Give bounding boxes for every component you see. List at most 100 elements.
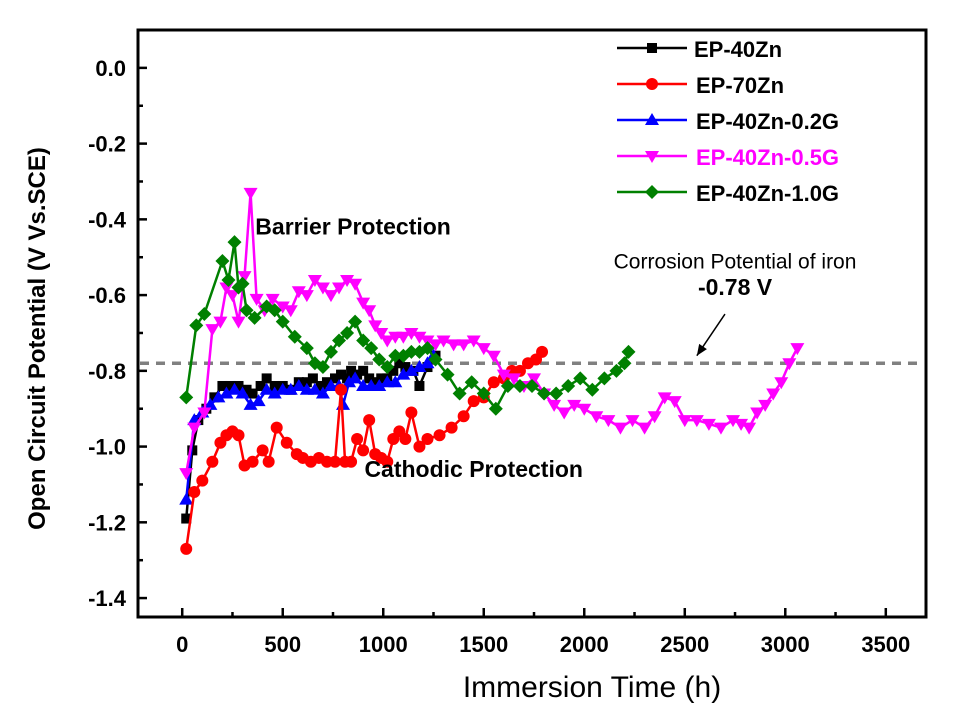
y-tick-label: -0.2 bbox=[88, 132, 126, 157]
data-point bbox=[420, 341, 435, 356]
legend-item: EP-40Zn bbox=[617, 37, 782, 62]
data-point bbox=[657, 392, 672, 405]
data-point bbox=[467, 395, 480, 408]
data-point bbox=[342, 373, 353, 384]
x-tick-label: 3000 bbox=[761, 632, 810, 657]
data-point bbox=[734, 418, 749, 431]
data-point bbox=[413, 440, 426, 453]
data-point bbox=[506, 373, 521, 386]
data-point bbox=[340, 274, 355, 287]
data-point bbox=[372, 378, 387, 391]
data-point bbox=[329, 455, 341, 468]
data-point bbox=[307, 274, 322, 287]
data-point bbox=[197, 307, 212, 322]
data-point bbox=[269, 380, 280, 391]
annotation-arrow-head bbox=[696, 343, 707, 356]
legend-item: EP-40Zn-0.2G bbox=[617, 109, 839, 134]
data-point bbox=[323, 344, 338, 359]
data-point bbox=[335, 383, 348, 396]
data-point bbox=[225, 380, 236, 391]
y-tick-label: -1.2 bbox=[88, 510, 126, 535]
data-point bbox=[388, 375, 403, 388]
data-point bbox=[452, 386, 467, 401]
data-point bbox=[405, 406, 418, 419]
data-point bbox=[255, 380, 266, 391]
data-point bbox=[601, 415, 616, 428]
data-point bbox=[549, 386, 564, 401]
data-point bbox=[340, 325, 355, 340]
data-point bbox=[774, 377, 789, 390]
data-point bbox=[376, 373, 387, 384]
data-point bbox=[380, 360, 395, 375]
data-point bbox=[404, 327, 419, 340]
data-point bbox=[525, 378, 539, 393]
data-point bbox=[412, 331, 427, 344]
data-point bbox=[609, 363, 624, 378]
data-point bbox=[239, 303, 254, 318]
data-point bbox=[315, 360, 330, 375]
x-axis: 0 500 1000 1500 2000 2500 3000 3500 bbox=[176, 608, 910, 657]
data-point bbox=[291, 378, 306, 391]
legend-label: EP-40Zn-0.2G bbox=[696, 109, 839, 134]
data-point bbox=[357, 444, 370, 457]
legend-marker bbox=[645, 185, 659, 199]
annotations: Barrier Protection Cathodic Protection Cor… bbox=[255, 214, 856, 482]
data-point bbox=[283, 305, 298, 318]
data-point bbox=[547, 399, 562, 412]
data-point bbox=[356, 297, 371, 310]
data-point bbox=[307, 382, 322, 395]
data-point bbox=[249, 293, 264, 306]
data-point bbox=[299, 341, 314, 356]
annotation-text: Corrosion Potential of iron bbox=[614, 251, 857, 274]
data-point bbox=[259, 382, 274, 395]
data-point bbox=[742, 422, 757, 435]
legend-item: EP-40Zn-0.5G bbox=[617, 145, 839, 170]
data-point bbox=[466, 335, 481, 348]
data-point bbox=[237, 271, 252, 284]
data-point bbox=[766, 388, 781, 401]
data-point bbox=[404, 363, 419, 376]
legend-label: EP-40Zn bbox=[694, 37, 782, 62]
data-point bbox=[758, 399, 773, 412]
data-point bbox=[227, 382, 242, 395]
data-point bbox=[301, 377, 312, 388]
data-point bbox=[689, 415, 704, 428]
data-point bbox=[713, 422, 728, 435]
legend: EP-40Zn EP-70Zn EP-40Zn-0.2G EP-40Zn-0.5G EP… bbox=[617, 37, 839, 206]
annotation-text: Barrier Protection bbox=[255, 214, 451, 240]
data-point bbox=[488, 401, 503, 416]
data-point bbox=[464, 375, 479, 390]
data-point bbox=[321, 377, 332, 388]
legend-marker bbox=[645, 113, 659, 125]
data-point bbox=[396, 331, 411, 344]
data-point bbox=[346, 365, 357, 376]
data-point bbox=[227, 235, 242, 250]
data-point bbox=[251, 394, 266, 407]
data-point bbox=[315, 380, 326, 391]
data-point bbox=[348, 371, 363, 384]
y-tick-label: 0.0 bbox=[95, 56, 126, 81]
data-point bbox=[221, 272, 236, 287]
data-point bbox=[368, 320, 383, 333]
data-point bbox=[557, 407, 572, 420]
data-point bbox=[243, 187, 258, 200]
data-point bbox=[561, 378, 576, 393]
data-point bbox=[577, 403, 592, 416]
data-point bbox=[421, 433, 434, 446]
legend-marker bbox=[647, 43, 657, 53]
data-point bbox=[330, 373, 340, 384]
series-ep-40zn-02g bbox=[179, 348, 441, 505]
data-point bbox=[370, 377, 381, 388]
data-point bbox=[358, 365, 369, 376]
data-point bbox=[364, 341, 379, 356]
data-point bbox=[667, 396, 682, 409]
data-point bbox=[701, 418, 716, 431]
x-tick-label: 1000 bbox=[359, 632, 408, 657]
y-tick-label: -0.8 bbox=[88, 359, 126, 384]
data-point bbox=[512, 378, 527, 393]
data-point bbox=[291, 286, 306, 299]
data-point bbox=[189, 318, 204, 333]
legend-item: EP-40Zn-1.0G bbox=[617, 181, 839, 206]
x-tick-label: 3500 bbox=[861, 632, 910, 657]
